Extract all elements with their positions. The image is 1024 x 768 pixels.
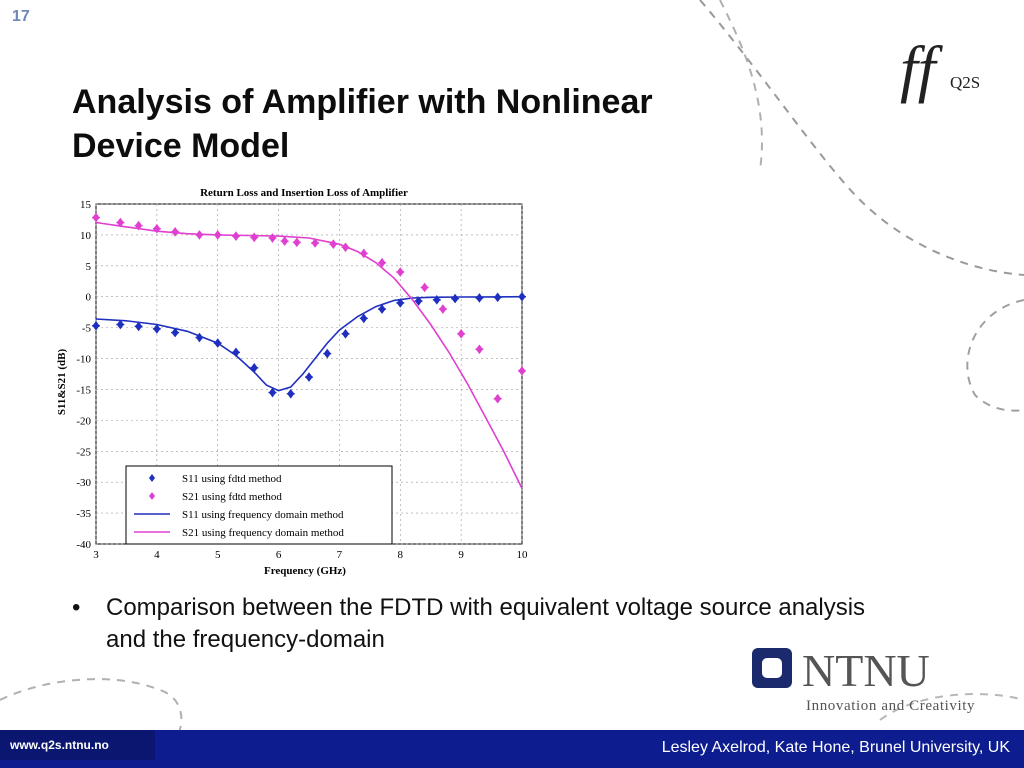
series (92, 212, 526, 489)
y-tick-label: -40 (76, 539, 91, 551)
q2s-logo: ff Q2S (900, 33, 980, 104)
x-tick-label: 3 (93, 549, 99, 561)
footer-author: Lesley Axelrod, Kate Hone, Brunel Univer… (661, 739, 1010, 756)
x-tick-label: 5 (215, 549, 221, 561)
y-tick-label: -25 (76, 446, 91, 458)
x-tick-label: 7 (337, 549, 343, 561)
x-tick-label: 10 (517, 549, 529, 561)
y-tick-label: -35 (76, 508, 91, 520)
x-axis-label: Frequency (GHz) (264, 565, 346, 577)
chart: Return Loss and Insertion Loss of Amplif… (52, 182, 538, 578)
x-tick-label: 4 (154, 549, 160, 561)
legend-label: S21 using fdtd method (182, 491, 282, 503)
footer-bar: www.q2s.ntnu.no Lesley Axelrod, Kate Hon… (0, 730, 1024, 768)
title-line-2: Device Model (72, 127, 290, 165)
footer-url[interactable]: www.q2s.ntnu.no (0, 730, 155, 760)
bullet-marker: • (72, 594, 81, 621)
y-tick-label: 0 (86, 292, 92, 304)
title-line-1: Analysis of Amplifier with Nonlinear (72, 83, 653, 121)
y-tick-label: -20 (76, 415, 91, 427)
legend-swatch (149, 474, 155, 482)
series-line-3 (95, 221, 523, 489)
svg-text:ff: ff (900, 33, 944, 104)
x-tick-label: 9 (458, 549, 464, 561)
legend-box (125, 465, 393, 545)
slide-title: Analysis of Amplifier with Nonlinear Dev… (72, 80, 772, 168)
x-tick-label: 8 (398, 549, 404, 561)
ntnu-logo-text: NTNU (802, 645, 930, 696)
legend: S11 using fdtd method S21 using fdtd meth… (125, 465, 393, 545)
series-line-2 (95, 295, 523, 392)
slide-number: 17 (12, 8, 30, 25)
q2s-logo-text: Q2S (950, 73, 980, 92)
legend-label: S21 using frequency domain method (182, 527, 344, 539)
y-tick-label: 5 (86, 261, 92, 273)
y-axis-label: S11&S21 (dB) (56, 349, 68, 416)
chart-svg: Return Loss and Insertion Loss of Amplif… (56, 187, 528, 577)
y-tick-label: 10 (80, 230, 92, 242)
legend-label: S11 using frequency domain method (182, 509, 344, 521)
legend-swatch (149, 492, 155, 500)
bullet-text: Comparison between the FDTD with equival… (106, 594, 866, 653)
bullet-point: • Comparison between the FDTD with equiv… (72, 592, 872, 656)
y-tick-label: 15 (80, 199, 92, 211)
axis-ticks: 3 4 5 6 7 8 9 10 15 10 5 0 -5 -10 -15 -20 -25 -30 -35 -40 (76, 199, 528, 561)
y-tick-label: -30 (76, 477, 91, 489)
x-tick-label: 6 (276, 549, 282, 561)
y-tick-label: -15 (76, 384, 91, 396)
legend-label: S11 using fdtd method (182, 473, 282, 485)
ntnu-tagline: Innovation and Creativity (806, 698, 975, 714)
y-tick-label: -10 (76, 354, 91, 366)
y-tick-label: -5 (82, 323, 92, 335)
chart-title: Return Loss and Insertion Loss of Amplif… (200, 187, 408, 199)
ntnu-logo: NTNU Innovation and Creativity (752, 645, 975, 714)
